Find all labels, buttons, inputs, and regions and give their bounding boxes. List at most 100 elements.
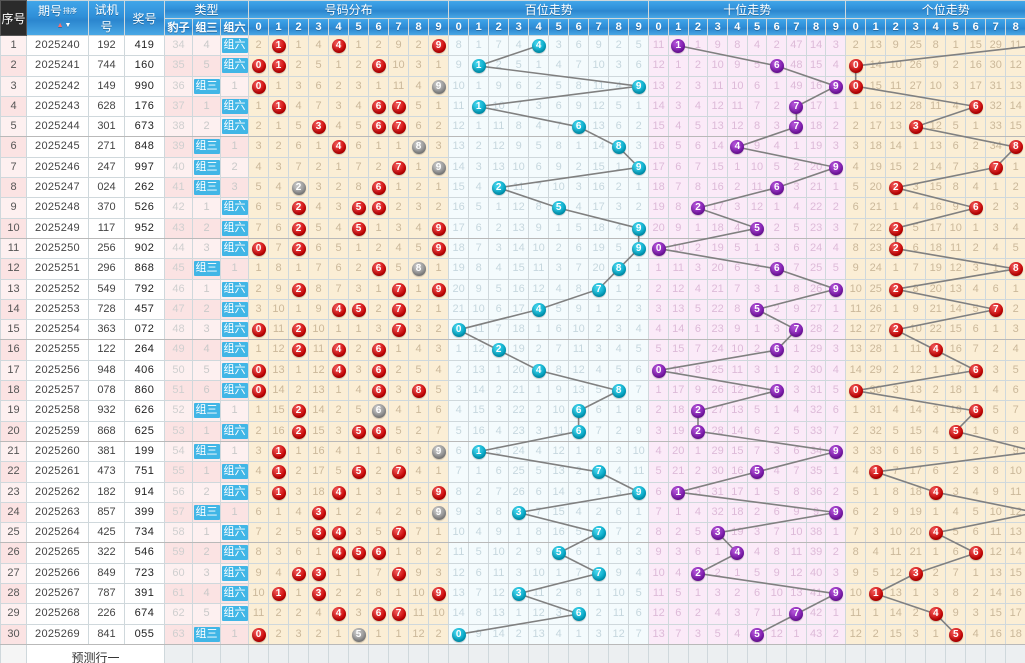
table-row[interactable]: 20 2025259 868 625 53 1 组六 2 16 2 15 3 5 6 5 2 7 5 16 4 23 3 1… [0,420,1025,442]
header-shi-digit-9[interactable]: 9 [825,18,847,36]
header-dist-digit-7[interactable]: 7 [388,18,410,36]
predict-cell-11[interactable] [408,643,430,663]
predict-cell-33[interactable] [845,643,867,663]
table-row[interactable]: 6 2025245 271 848 39 组三 1 3 2 6 1 4 6 1 1 8 3 13 2 12 9 5 8 1 14… [0,136,1025,158]
predict-cell-8[interactable] [348,643,370,663]
header-ge-digit-5[interactable]: 5 [945,18,967,36]
header-ge-digit-0[interactable]: 0 [845,18,867,36]
table-row[interactable]: 24 2025263 857 399 57 组三 1 6 1 4 3 1 2 4 2 6 9 9 3 8 3 7 15 4 2 6… [0,501,1025,524]
header-bai-digit-4[interactable]: 4 [528,18,550,36]
predict-cell-21[interactable] [608,643,630,663]
predict-cell-9[interactable] [368,643,390,663]
table-row[interactable]: 30 2025269 841 055 63 组三 1 0 2 3 2 1 5 1 1 12 2 0 9 14 2 13 4 1… [0,623,1025,645]
predict-cell-30[interactable] [786,643,807,663]
header-bai-digit-6[interactable]: 6 [568,18,590,36]
header-bai-digit-1[interactable]: 1 [468,18,490,36]
predict-cell-41[interactable] [1005,643,1025,663]
header-shi-digit-6[interactable]: 6 [766,18,788,36]
header-ge-digit-1[interactable]: 1 [865,18,887,36]
predict-cell-27[interactable] [727,643,748,663]
header-ge-digit-6[interactable]: 6 [965,18,987,36]
header-dist-digit-4[interactable]: 4 [328,18,350,36]
header-shi-digit-3[interactable]: 3 [707,18,728,36]
header-bai-digit-7[interactable]: 7 [588,18,610,36]
header-ge-digit-3[interactable]: 3 [905,18,927,36]
header-shi-digit-5[interactable]: 5 [746,18,768,36]
predict-cell-1[interactable] [192,643,221,663]
predict-cell-26[interactable] [707,643,728,663]
predict-cell-22[interactable] [628,643,650,663]
header-dist-digit-2[interactable]: 2 [288,18,310,36]
header-ge-digit-2[interactable]: 2 [885,18,907,36]
predict-cell-36[interactable] [905,643,927,663]
header-dist-digit-5[interactable]: 5 [348,18,370,36]
table-row[interactable]: 8 2025247 024 262 41 组三 3 5 4 2 3 2 8 6 1 2 1 15 4 2 11 7 10 3 1… [0,177,1025,199]
predict-cell-18[interactable] [548,643,570,663]
header-shi-digit-4[interactable]: 4 [727,18,748,36]
header-bai-digit-2[interactable]: 2 [488,18,510,36]
predict-cell-0[interactable] [164,643,193,663]
table-row[interactable]: 22 2025261 473 751 55 1 组六 4 1 2 17 5 5 2 7 4 1 7 1 6 25 5 13 2… [0,461,1025,483]
table-row[interactable]: 28 2025267 787 391 61 4 组六 10 1 1 3 2 2 8 1 10 9 13 7 12 3 11… [0,583,1025,605]
predict-cell-15[interactable] [488,643,510,663]
predict-cell-34[interactable] [865,643,887,663]
predict-cell-40[interactable] [985,643,1007,663]
header-prize-number[interactable]: 奖号 [124,0,165,36]
table-row[interactable]: 17 2025256 948 406 50 5 组六 0 13 1 12 4 3 6 2 5 4 2 13 1 20 4 8… [0,359,1025,382]
predict-cell-37[interactable] [925,643,947,663]
header-dist-digit-8[interactable]: 8 [408,18,430,36]
header-bai-digit-8[interactable]: 8 [608,18,630,36]
predict-cell-35[interactable] [885,643,907,663]
table-row[interactable]: 10 2025249 117 952 43 2 组六 7 6 2 5 4 5 1 3 4 9 17 6 2 13 9 1 5 1… [0,217,1025,239]
predict-cell-6[interactable] [308,643,330,663]
header-ge-digit-4[interactable]: 4 [925,18,947,36]
header-dist-digit-0[interactable]: 0 [248,18,270,36]
header-ge-digit-7[interactable]: 7 [985,18,1007,36]
predict-cell-39[interactable] [965,643,987,663]
predict-cell-5[interactable] [288,643,310,663]
header-shi-digit-8[interactable]: 8 [805,18,827,36]
sort-desc-icon[interactable]: ▼ [64,22,72,30]
table-row[interactable]: 1 2025240 192 419 34 4 组六 2 1 1 4 4 1 2 9 2 9 8 1 7 4 4 3 6 9 2 5 1… [0,34,1025,57]
header-dist-digit-9[interactable]: 9 [428,18,450,36]
table-row[interactable]: 12 2025251 296 868 45 组三 1 1 8 1 7 6 2 6 5 8 1 19 8 4 15 11 3 7… [0,258,1025,280]
header-dist-digit-1[interactable]: 1 [268,18,290,36]
table-row[interactable]: 15 2025254 363 072 48 3 组六 0 11 2 10 1 1 3 7 3 2 0 11 7 18 1 6… [0,319,1025,341]
predict-cell-25[interactable] [687,643,709,663]
predict-cell-2[interactable] [219,643,250,663]
table-row[interactable]: 21 2025260 381 199 54 组三 1 3 1 1 16 4 1 1 6 3 9 6 1 5 24 4 12 1… [0,440,1025,463]
predict-cell-13[interactable] [448,643,470,663]
header-shi-digit-0[interactable]: 0 [648,18,669,36]
sort-asc-icon[interactable]: ▲ [56,22,64,30]
table-row[interactable]: 26 2025265 322 546 59 2 组六 8 3 6 1 4 5 6 1 8 2 11 5 10 2 9 5 6 1… [0,542,1025,564]
predict-cell-28[interactable] [746,643,768,663]
table-row[interactable]: 23 2025262 182 914 56 2 组六 5 1 3 18 4 1 3 1 5 9 8 2 7 26 6 14 3… [0,481,1025,503]
predict-cell-24[interactable] [667,643,689,663]
predict-cell-19[interactable] [568,643,590,663]
table-row[interactable]: 3 2025242 149 990 36 组三 1 0 1 3 6 2 3 1 11 4 9 10 1 9 6 2 5 8 11… [0,75,1025,97]
table-row[interactable]: 11 2025250 256 902 44 3 组六 0 7 2 6 5 1 2 4 5 9 18 7 3 14 10 2 6… [0,237,1025,260]
table-row[interactable]: 25 2025264 425 734 58 1 组六 7 2 5 3 4 3 5 7 7 1 10 4 9 1 8 16 5 7… [0,522,1025,544]
table-row[interactable]: 27 2025266 849 723 60 3 组六 9 4 2 3 1 1 7 7 9 3 12 6 11 3 10 1 7… [0,562,1025,585]
predict-cell-31[interactable] [805,643,827,663]
table-row[interactable]: 14 2025253 728 457 47 2 组六 3 10 1 9 4 5 2 7 2 1 21 10 6 17 4 5… [0,298,1025,321]
header-shi-digit-2[interactable]: 2 [687,18,709,36]
header-index[interactable]: 序号 [0,0,27,36]
header-dist-digit-3[interactable]: 3 [308,18,330,36]
header-test-number[interactable]: 试机号 [88,0,125,36]
predict-cell-12[interactable] [428,643,450,663]
predict-cell-23[interactable] [648,643,669,663]
header-bai-digit-9[interactable]: 9 [628,18,650,36]
table-row[interactable]: 7 2025246 247 997 40 组三 2 4 3 7 2 1 7 2 7 1 9 14 3 13 10 6 9 2 1… [0,156,1025,179]
table-row[interactable]: 2 2025241 744 160 35 5 组六 0 1 2 5 1 2 6 10 3 1 9 1 2 5 1 4 7 10 3… [0,55,1025,77]
predict-row-label[interactable]: 预测行一 [26,643,165,663]
table-row[interactable]: 9 2025248 370 526 42 1 组六 6 5 2 4 3 5 6 2 3 2 16 5 1 12 8 5 4 17… [0,197,1025,219]
header-period[interactable]: 期号排序 期▲▼ [26,0,89,36]
predict-cell-32[interactable] [825,643,847,663]
predict-cell-3[interactable] [248,643,270,663]
header-sub-zu6[interactable]: 组六 [219,18,250,36]
header-bai-digit-0[interactable]: 0 [448,18,470,36]
predict-cell-29[interactable] [766,643,788,663]
predict-cell-16[interactable] [508,643,530,663]
predict-cell-14[interactable] [468,643,490,663]
